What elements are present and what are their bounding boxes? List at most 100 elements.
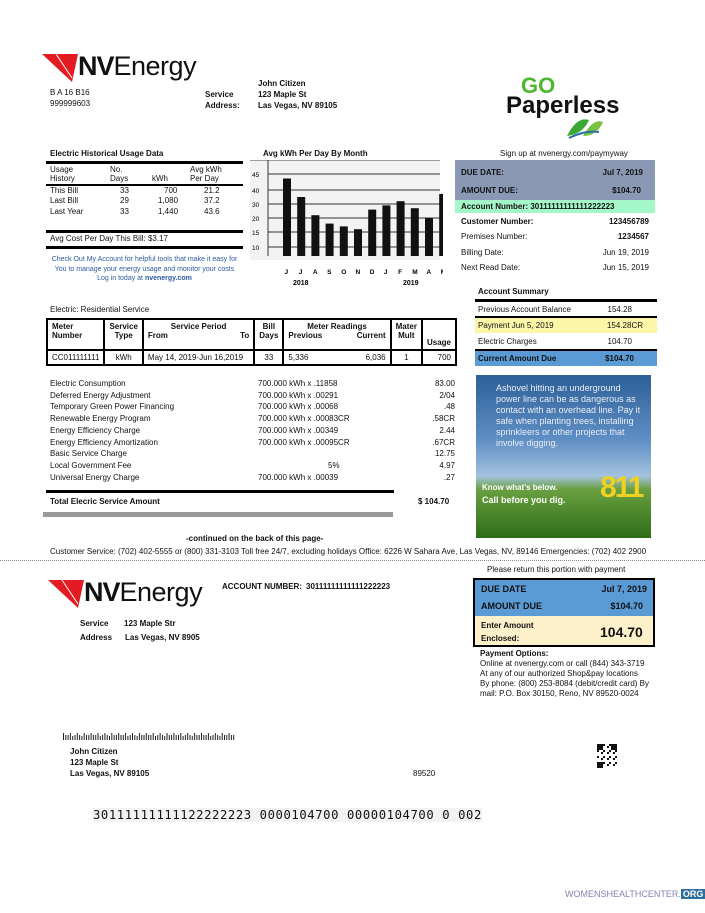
stub-service-value: 123 Maple Str	[124, 619, 176, 628]
account-summary-title: Account Summary	[478, 287, 549, 296]
nv-energy-logo: NV Energy	[42, 50, 197, 82]
service-city: Las Vegas, NV 89105	[258, 101, 338, 110]
y-tick-label: 45	[252, 172, 260, 179]
continued-note: -continued on the back of this page-	[186, 534, 324, 543]
meter-table-row: CC011111111 kWh May 14, 2019-Jun 16,2019 33…	[45, 349, 458, 366]
811-logo: 811	[600, 471, 644, 504]
next-read-date-row: Next Read Date: Jun 15, 2019	[461, 263, 649, 272]
year-label: 2018	[293, 280, 309, 287]
nvenergy-link[interactable]: nvenergy.com	[144, 275, 192, 282]
go-text: GO	[521, 73, 556, 98]
y-tick-label: 10	[252, 245, 260, 252]
year-label: 2019	[403, 280, 419, 287]
account-number-bar: Account Number: 30111111111111222223	[455, 200, 655, 213]
service-title: Electric: Residential Service	[50, 305, 150, 314]
stub-service-label: Service	[80, 619, 109, 628]
bar-2	[311, 215, 320, 256]
history-header-days: No. Days	[110, 165, 129, 183]
stub-amount-due-row: AMOUNT DUE $104.70	[481, 601, 643, 611]
charge-row: Energy Efficiency Charge 700.000 kWh x .0…	[50, 425, 455, 435]
history-header-kwh: kWh	[152, 174, 168, 183]
bar-4	[339, 226, 348, 256]
meter-table: Meter Number Service Type Service Period Fr…	[45, 318, 458, 366]
bar-1	[297, 197, 306, 256]
bar-6	[368, 209, 377, 256]
bar-0	[283, 178, 291, 256]
charge-row: Temporary Green Power Financing 700.000 k…	[50, 402, 455, 412]
logo-energy: Energy	[113, 50, 197, 81]
logo-triangle-icon	[48, 579, 84, 608]
summary-row: Electric Charges 104.70	[478, 337, 632, 346]
address-label: Address:	[205, 101, 240, 110]
customer-service-info: Customer Service: (702) 402-5555 or (800…	[50, 547, 647, 556]
y-tick-label: 40	[252, 188, 260, 195]
bar-5	[354, 229, 362, 256]
call-811-ad: Ashovel hitting an underground power lin…	[476, 375, 651, 538]
x-tick-label: D	[370, 269, 375, 276]
paperless-signup: Sign up at nvenergy.com/paymyway	[500, 149, 628, 158]
leaf-icon	[567, 119, 603, 139]
x-tick-label: O	[341, 269, 346, 276]
micr-line: 30111111111122222223 0000104700 00000104…	[93, 808, 482, 822]
charge-row: Universal Energy Charge 700.000 kWh x .00…	[50, 472, 455, 482]
remit-zip: 89520	[413, 769, 436, 778]
x-tick-label: A	[313, 269, 318, 276]
y-tick-label: 30	[252, 202, 260, 209]
bar-10	[425, 218, 433, 256]
stub-account-label: ACCOUNT NUMBER:	[222, 582, 302, 591]
payment-options: Payment Options: Online at nvenergy.com …	[480, 649, 649, 698]
summary-row: Previous Account Balance 154.28	[478, 305, 632, 314]
due-date-row: DUE DATE: Jul 7, 2019	[461, 167, 643, 177]
return-note: Please return this portion with payment	[487, 565, 626, 574]
summary-row-current-due: Current Amount Due $104.70	[475, 351, 657, 366]
x-tick-label: F	[398, 269, 402, 276]
history-title: Electric Historical Usage Data	[50, 149, 164, 158]
history-header-usage: Usage History	[50, 165, 75, 183]
usage-bar-chart: 454030201510JJASONDJFMAMJ20182019	[250, 160, 443, 287]
x-tick-label: J	[384, 269, 388, 276]
x-tick-label: M	[412, 269, 417, 276]
charge-row: Local Government Fee 5% 4.97	[50, 460, 455, 470]
total-label: Total Elecric Service Amount	[50, 497, 160, 506]
meter-table-header: Meter Number Service Type Service Period Fr…	[45, 318, 458, 351]
total-amount: $ 104.70	[418, 497, 450, 506]
paperless-text: Paperless	[506, 92, 620, 119]
stub-account-number: 30111111111111222223	[306, 582, 391, 591]
service-street: 123 Maple St	[258, 90, 307, 99]
bar-7	[382, 205, 391, 256]
customer-name: John Citizen	[258, 79, 306, 88]
qr-code	[597, 744, 617, 768]
payment-box: DUE DATE Jul 7, 2019 AMOUNT DUE $104.70 En…	[473, 578, 655, 647]
logo-nv: NV	[78, 50, 115, 81]
postal-barcode	[63, 733, 235, 740]
chart-title: Avg kWh Per Day By Month	[263, 149, 368, 158]
premises-number-row: Premises Number: 1234567	[461, 232, 649, 241]
bar-8	[396, 201, 405, 256]
x-tick-label: M	[441, 269, 443, 276]
y-tick-label: 20	[252, 216, 260, 223]
watermark: WOMENSHEALTHCENTER. ORG	[565, 889, 705, 899]
customer-number-row: Customer Number: 123456789	[461, 217, 649, 226]
mailing-address: John Citizen 123 Maple St Las Vegas, NV 89…	[70, 747, 150, 778]
amount-enclosed-input[interactable]: 104.70	[600, 624, 643, 640]
divider	[43, 512, 393, 517]
bill-id: 999999603	[50, 99, 91, 108]
x-tick-label: N	[356, 269, 361, 276]
x-tick-label: A	[427, 269, 432, 276]
charge-row: Renewable Energy Program 700.000 kWh x .0…	[50, 414, 455, 424]
summary-row: Payment Jun 5, 2019 154.28CR	[475, 318, 657, 333]
bill-code: B A 16 B16	[50, 88, 90, 97]
due-summary	[455, 160, 655, 200]
charge-row: Electric Consumption 700.000 kWh x .11858…	[50, 379, 455, 388]
bar-11	[439, 193, 443, 256]
x-tick-label: J	[285, 269, 289, 276]
bar-9	[410, 208, 419, 256]
tear-line	[0, 560, 705, 561]
charge-row: Energy Efficiency Amortization 700.000 kW…	[50, 437, 455, 447]
history-header-avg: Avg kWh Per Day	[190, 165, 222, 183]
avg-cost: Avg Cost Per Day This Bill: $3.17	[50, 234, 168, 243]
y-tick-label: 15	[252, 230, 260, 237]
stub-due-date-row: DUE DATE Jul 7, 2019	[481, 584, 647, 594]
billing-date-row: Billing Date: Jun 19, 2019	[461, 248, 649, 257]
service-label: Service	[205, 90, 234, 99]
